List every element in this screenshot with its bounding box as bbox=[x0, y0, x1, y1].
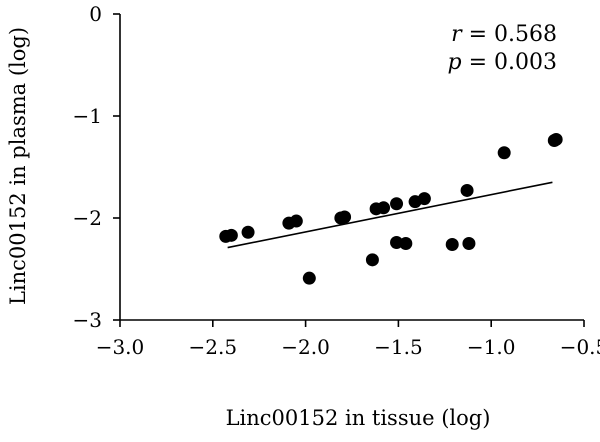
data-point bbox=[302, 271, 316, 285]
x-tick-label: −0.5 bbox=[560, 335, 600, 359]
data-point bbox=[289, 214, 303, 228]
y-axis-title: Linc00152 in plasma (log) bbox=[6, 27, 30, 305]
x-ticks: −3.0 −2.5 −2.0 −1.5 −1.0 −0.5 bbox=[96, 320, 600, 359]
data-point bbox=[241, 225, 255, 239]
x-tick-label: −2.5 bbox=[189, 335, 238, 359]
data-points bbox=[219, 132, 563, 285]
x-axis-title: Linc00152 in tissue (log) bbox=[226, 406, 491, 430]
data-point bbox=[365, 253, 379, 267]
x-tick-label: −2.0 bbox=[281, 335, 330, 359]
data-point bbox=[549, 132, 563, 146]
data-point bbox=[462, 237, 476, 250]
x-tick-label: −1.0 bbox=[467, 335, 516, 359]
p-annotation: p = 0.003 bbox=[448, 50, 558, 75]
y-tick-label: −3 bbox=[73, 308, 102, 332]
data-point bbox=[390, 197, 404, 211]
data-point bbox=[497, 146, 511, 160]
x-tick-label: −3.0 bbox=[96, 335, 145, 359]
p-value: = 0.003 bbox=[462, 50, 557, 75]
y-ticks: 0 −1 −2 −3 bbox=[73, 2, 120, 332]
trend-line bbox=[227, 181, 553, 249]
axes bbox=[119, 14, 584, 321]
data-point bbox=[399, 237, 413, 250]
data-point bbox=[460, 183, 474, 197]
r-value: = 0.568 bbox=[462, 22, 557, 47]
y-tick-label: 0 bbox=[89, 2, 102, 26]
y-tick-label: −1 bbox=[73, 104, 102, 128]
data-point bbox=[224, 228, 238, 242]
data-point bbox=[445, 238, 459, 252]
data-point bbox=[417, 192, 431, 206]
p-symbol: p bbox=[448, 50, 462, 75]
data-point bbox=[338, 210, 352, 224]
r-symbol: r bbox=[451, 22, 463, 47]
data-point bbox=[377, 201, 391, 215]
y-tick-label: −2 bbox=[73, 206, 102, 230]
x-tick-label: −1.5 bbox=[374, 335, 423, 359]
r-annotation: r = 0.568 bbox=[451, 22, 557, 47]
